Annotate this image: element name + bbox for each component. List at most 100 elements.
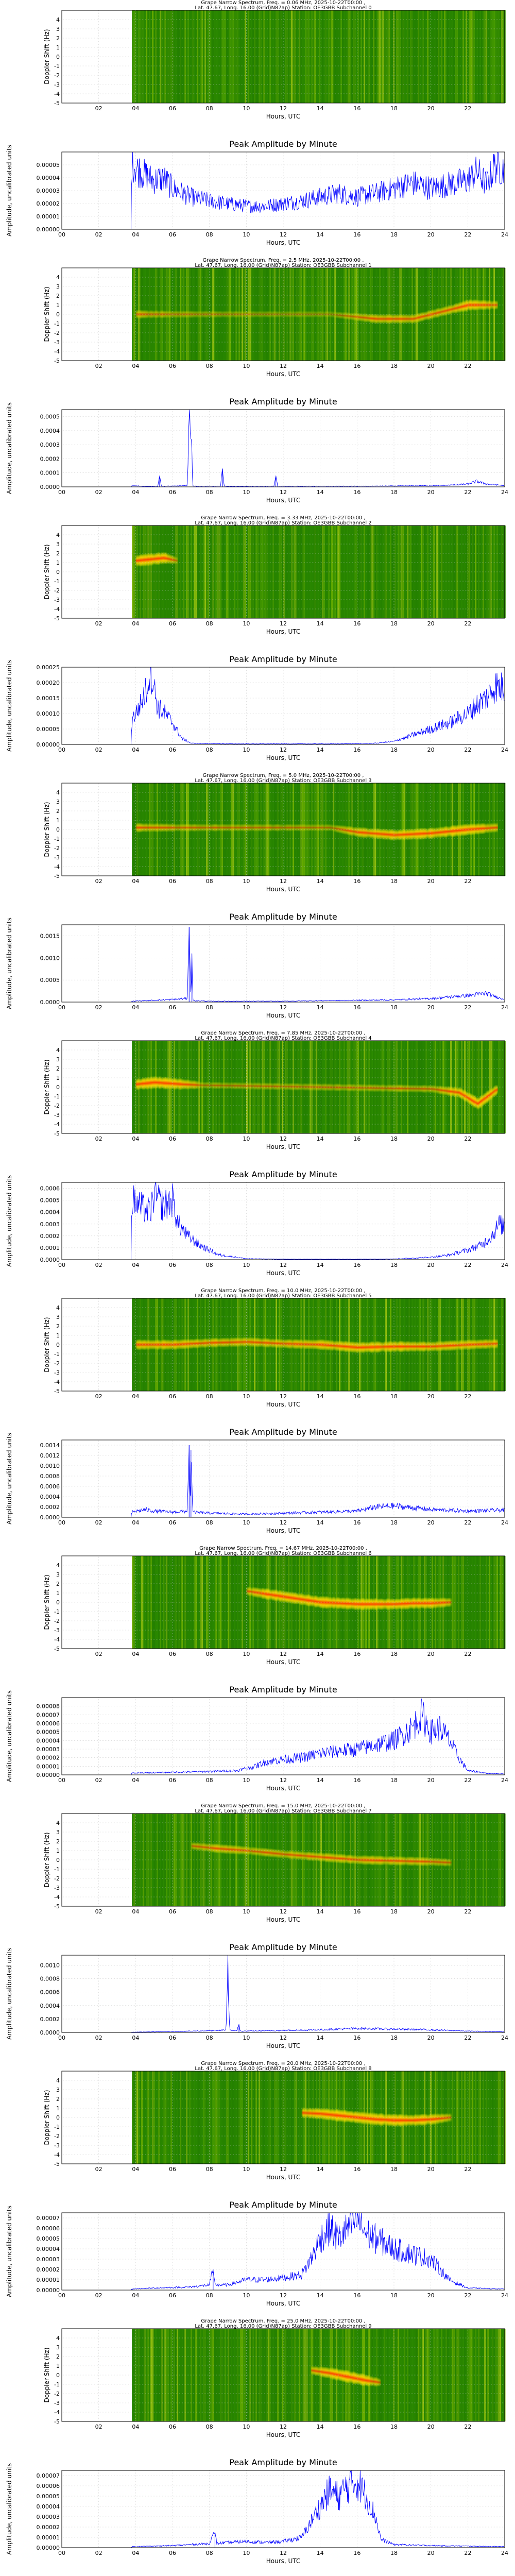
y-tick-label: 3 [56, 799, 60, 805]
texture-stripe [461, 1814, 463, 1906]
x-tick-label: 18 [390, 489, 398, 496]
spectrogram-title: Grape Narrow Spectrum, Freq. = 2.5 MHz, … [203, 258, 364, 263]
plot-frame [61, 924, 505, 1003]
texture-stripe [276, 10, 278, 103]
texture-stripe [192, 2329, 194, 2421]
texture-stripe [492, 526, 494, 618]
x-tick-label: 00 [58, 1004, 65, 1011]
y-tick-label: 3 [56, 1829, 60, 1836]
texture-stripe [254, 1556, 256, 1649]
y-tick-label: 0.00002 [37, 200, 60, 207]
texture-stripe [141, 10, 143, 103]
x-tick-label: 14 [317, 747, 324, 753]
amplitude-spikes [188, 1445, 192, 1517]
texture-stripe [425, 10, 427, 103]
texture-stripe [367, 10, 369, 103]
texture-stripe [184, 2071, 186, 2164]
y-tick-label: -4 [54, 2151, 60, 2158]
x-tick-label: 04 [132, 363, 139, 369]
texture-stripe [160, 2071, 162, 2164]
texture-stripe [163, 1556, 165, 1649]
texture-stripe [174, 1814, 176, 1906]
texture-stripe [132, 1814, 134, 1906]
texture-stripe [271, 526, 273, 618]
texture-stripe [299, 2071, 301, 2164]
x-axis-label: Hours, UTC [266, 754, 301, 761]
x-tick-label: 04 [132, 747, 139, 753]
texture-stripe [481, 268, 483, 361]
texture-stripe [170, 2071, 173, 2164]
spectrogram-subtitle: Lat. 47.67, Long. 16.00 (Grid)N87ap) Sta… [195, 1036, 371, 1041]
texture-stripe [167, 10, 169, 103]
texture-stripe [391, 526, 393, 618]
y-tick-label: 1 [56, 1075, 60, 1081]
texture-stripe [217, 526, 219, 618]
texture-stripe [459, 10, 461, 103]
texture-stripe [255, 1556, 258, 1649]
x-tick-label: 12 [280, 231, 287, 238]
spectrogram-title: Grape Narrow Spectrum, Freq. = 15.0 MHz,… [201, 1803, 365, 1809]
texture-stripe [354, 526, 356, 618]
texture-stripe [271, 10, 273, 103]
x-tick-label: 18 [390, 231, 398, 238]
y-tick-label: 0.0000 [40, 1514, 60, 1521]
y-axis-label: Doppler Shift (Hz) [43, 544, 50, 599]
texture-stripe [138, 2329, 140, 2421]
texture-stripe [296, 2071, 298, 2164]
y-tick-label: -4 [54, 348, 60, 355]
y-tick-label: 0.00015 [37, 695, 60, 702]
texture-stripe [198, 10, 200, 103]
texture-stripe [362, 526, 364, 618]
texture-stripe [218, 10, 220, 103]
y-tick-label: 0.0002 [40, 2016, 60, 2023]
texture-stripe [152, 526, 154, 618]
x-tick-label: 02 [95, 1519, 102, 1526]
doppler-trace [135, 822, 499, 841]
texture-stripe [146, 1814, 148, 1906]
texture-stripe [254, 2071, 256, 2164]
peak-amplitude-panel: Peak Amplitude by Minute0.000000.000050.… [6, 654, 508, 761]
x-tick-label: 18 [390, 2166, 398, 2173]
texture-stripe [495, 1556, 497, 1649]
texture-stripe [411, 526, 414, 618]
texture-stripe [211, 526, 213, 618]
x-tick-label: 04 [132, 2292, 139, 2299]
texture-stripe [498, 1041, 500, 1133]
texture-stripe [144, 526, 146, 618]
texture-stripe [458, 1556, 460, 1649]
texture-stripe [285, 10, 287, 103]
texture-stripe [419, 10, 421, 103]
y-tick-label: 0.00003 [37, 1746, 60, 1753]
texture-stripe [155, 2329, 157, 2421]
texture-stripe [269, 1814, 271, 1906]
texture-stripe [187, 2329, 190, 2421]
texture-stripe [500, 1814, 502, 1906]
texture-stripe [495, 526, 497, 618]
texture-stripe [413, 10, 415, 103]
texture-stripe [484, 2071, 486, 2164]
texture-stripe [384, 526, 386, 618]
y-tick-label: 0.00006 [37, 2225, 60, 2232]
texture-stripe [240, 1556, 242, 1649]
spectrogram-subtitle: Lat. 47.67, Long. 16.00 (Grid)N87ap) Sta… [195, 520, 371, 526]
texture-stripe [286, 526, 288, 618]
plot-frame [61, 1182, 505, 1260]
texture-stripe [191, 2329, 193, 2421]
texture-stripe [487, 1041, 489, 1133]
x-tick-label: 08 [206, 1136, 213, 1142]
texture-stripe [191, 2071, 193, 2164]
texture-stripe [155, 1556, 157, 1649]
texture-stripe [422, 526, 424, 618]
y-tick-label: 0.00000 [37, 226, 60, 233]
texture-stripe [259, 10, 261, 103]
texture-stripe [487, 10, 489, 103]
texture-stripe [184, 2329, 186, 2421]
texture-stripe [501, 526, 503, 618]
y-tick-label: 0.00005 [37, 1729, 60, 1736]
peak-chart-title: Peak Amplitude by Minute [229, 1942, 337, 1952]
x-tick-label: 20 [427, 1908, 435, 1915]
texture-stripe [490, 268, 492, 361]
y-tick-label: 1 [56, 560, 60, 566]
y-tick-label: 0.0010 [40, 955, 60, 961]
texture-stripe [203, 2071, 205, 2164]
